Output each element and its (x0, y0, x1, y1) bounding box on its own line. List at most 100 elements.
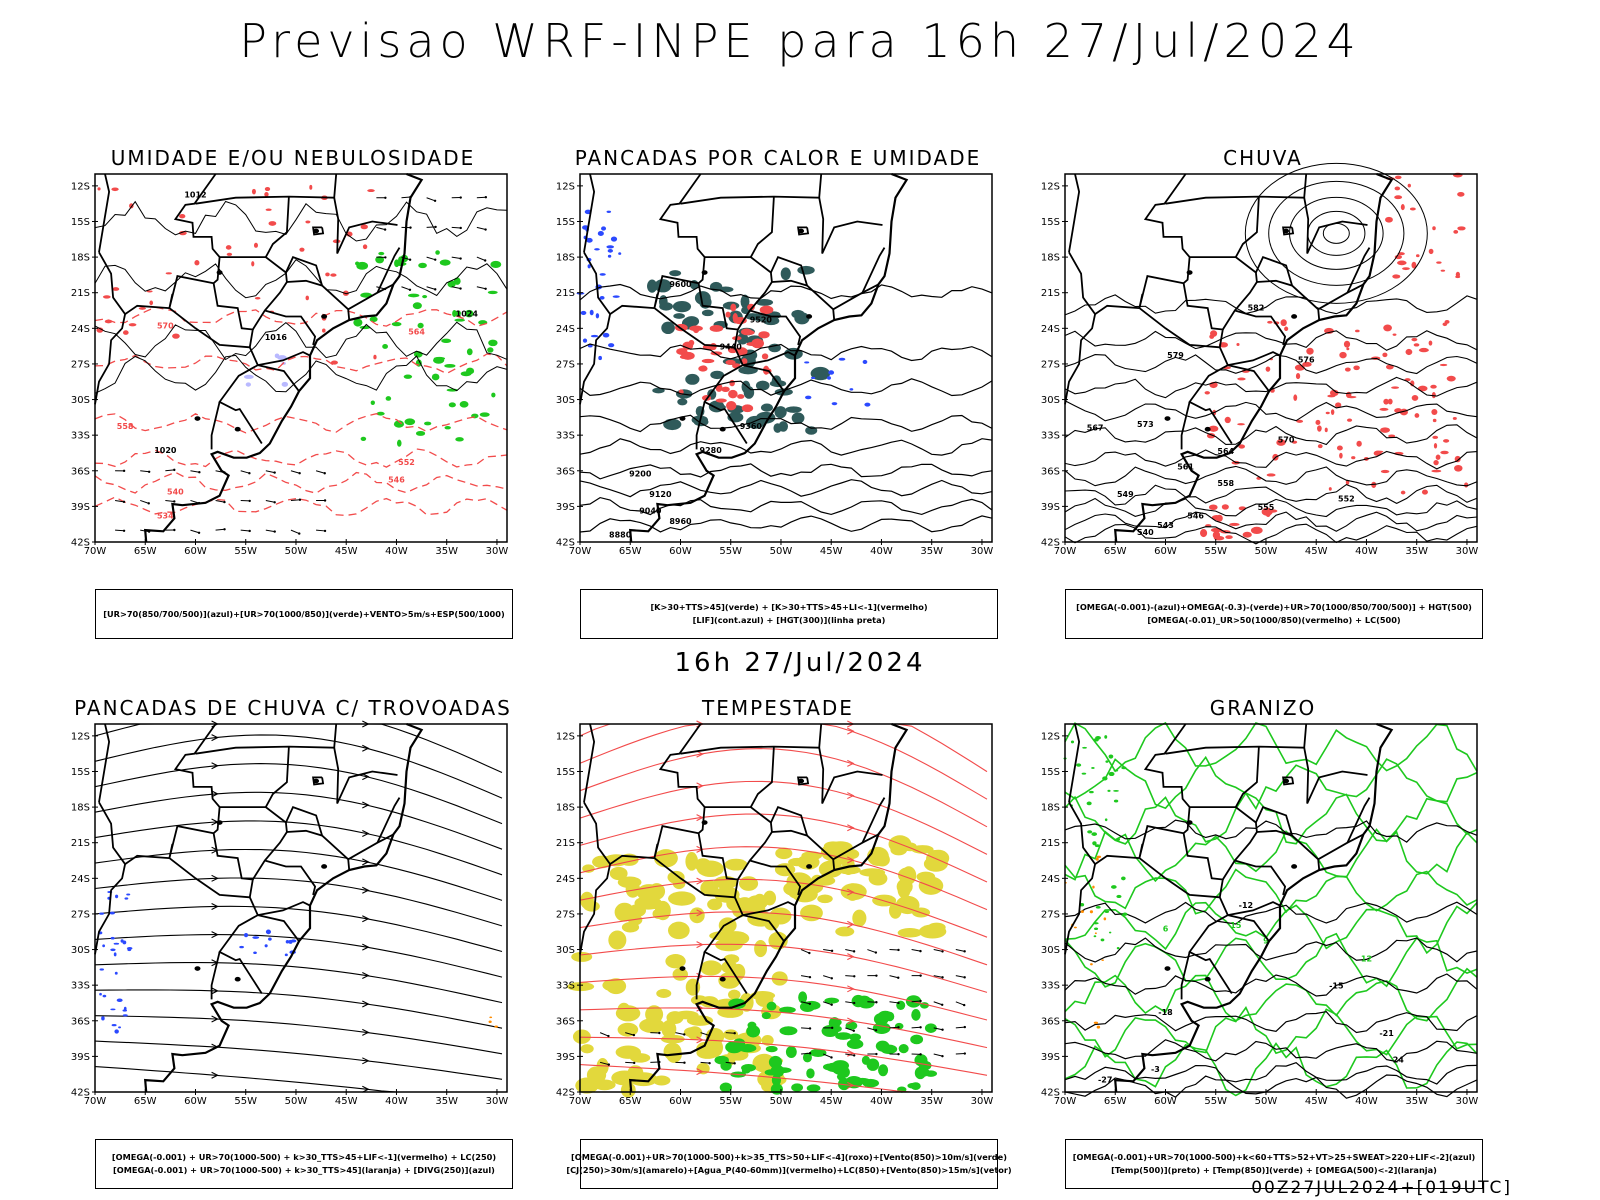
main-title: Previsao WRF-INPE para 16h 27/Jul/2024 (239, 14, 1361, 68)
lake-marker (679, 966, 686, 971)
shaded-cell (862, 1078, 880, 1088)
shaded-cell (1443, 439, 1450, 443)
wind-vector-head (897, 976, 900, 979)
panel-legend: [OMEGA(-0.001) + UR>70(1000-500) + k>30_… (95, 1139, 513, 1189)
shaded-cell (754, 939, 768, 958)
shaded-cell (1457, 226, 1466, 231)
thickness-contour (94, 448, 508, 468)
shaded-cell (618, 252, 622, 255)
political-border (286, 279, 351, 321)
streamline (579, 975, 988, 1021)
shaded-cell (1382, 352, 1388, 358)
pressure-contour (94, 321, 508, 361)
shaded-cell (779, 1026, 798, 1036)
shaded-cell (1400, 204, 1405, 211)
shaded-cell (1324, 427, 1328, 433)
shaded-cell (385, 396, 392, 401)
political-border (832, 833, 879, 861)
political-border (742, 914, 785, 942)
shaded-cell (755, 380, 770, 391)
wind-vector (889, 1026, 899, 1029)
shaded-cell (1291, 440, 1298, 444)
shaded-cell (877, 1010, 894, 1022)
political-border (257, 901, 311, 916)
wind-vector-head (434, 225, 437, 229)
shaded-cell (791, 309, 805, 319)
lat-label: 18S (556, 253, 575, 264)
wind-vector-head (875, 1001, 878, 1004)
lat-label: 42S (71, 538, 90, 549)
legend-line: [Temp(500)](preto) + [Temp(850)](verde) … (1111, 1165, 1437, 1175)
legend-line: [OMEGA(-0.001) + UR>70(1000-500) + k>30_… (113, 1165, 495, 1175)
shaded-cell (587, 264, 591, 269)
shaded-cell (1418, 347, 1429, 353)
shaded-cell (274, 353, 280, 359)
shaded-cell (265, 208, 272, 211)
shaded-cell (490, 260, 502, 268)
panel-granizo: GRANIZO -12 -15 -18 -21 -24 -27 -3 6 9 12 15 12S 15S… (1028, 696, 1498, 1189)
streamline (94, 848, 503, 901)
shaded-cell (109, 911, 115, 915)
wind-vector (725, 1032, 735, 1034)
lake-marker (321, 314, 328, 319)
wind-vector (822, 1053, 832, 1058)
temp500-contour (1064, 1062, 1478, 1085)
temp500-contour (1064, 973, 1478, 997)
streamline-arrow (847, 856, 855, 864)
shaded-cell (709, 325, 724, 332)
streamline (94, 734, 503, 799)
shaded-cell (488, 1020, 492, 1024)
wind-vector (426, 226, 436, 228)
shaded-cell (1116, 946, 1120, 950)
shaded-cell (464, 309, 474, 318)
shaded-cell (1094, 932, 1097, 935)
temp850-contour (1064, 721, 1478, 773)
political-border (1094, 304, 1140, 315)
shaded-cell (1327, 394, 1336, 398)
wind-vector (800, 1001, 810, 1005)
lon-label: 30W (486, 1096, 509, 1107)
shaded-cell (766, 1001, 777, 1011)
political-border (1138, 825, 1184, 859)
political-border (1138, 857, 1220, 899)
shaded-cell (621, 922, 640, 933)
shaded-cell (281, 381, 289, 387)
political-border (1180, 401, 1191, 450)
shaded-cell (138, 307, 147, 310)
shaded-cell (612, 295, 620, 298)
shaded-cell (1108, 771, 1115, 777)
wind-vector-head (874, 1029, 878, 1032)
wind-vector (911, 1026, 921, 1029)
political-border (265, 746, 290, 808)
lon-label: 55W (234, 1096, 257, 1107)
wind-vector-head (248, 529, 251, 533)
wind-vector-head (633, 1061, 636, 1065)
shaded-cell (582, 338, 588, 343)
streamline-arrow (696, 845, 704, 853)
lat-label: 39S (556, 1052, 575, 1063)
rain-red-cells (1204, 319, 1469, 495)
shaded-cell (720, 1060, 732, 1071)
streamline (94, 989, 503, 1029)
lat-label: 42S (1041, 1088, 1060, 1099)
wind-vector-head (173, 528, 176, 532)
lon-label: 35W (1405, 546, 1428, 557)
shaded-cell (775, 847, 793, 860)
wind-vector-head (853, 975, 856, 978)
shaded-cell (606, 210, 612, 213)
contour-label: 9360 (740, 422, 763, 431)
shaded-cell (1383, 324, 1392, 332)
shaded-cell (741, 358, 748, 365)
shaded-cell (268, 937, 272, 941)
lon-label: 45W (820, 546, 843, 557)
thickness-contour (94, 353, 508, 375)
shaded-cell (700, 960, 723, 976)
wind-vector (215, 499, 225, 503)
shaded-cell (1113, 799, 1119, 803)
streamline-arrow (362, 858, 370, 866)
shaded-cell (265, 929, 272, 935)
shaded-cell (1411, 261, 1417, 269)
shaded-cell (715, 398, 727, 403)
lat-label: 24S (71, 874, 90, 885)
shaded-cell (673, 313, 685, 319)
